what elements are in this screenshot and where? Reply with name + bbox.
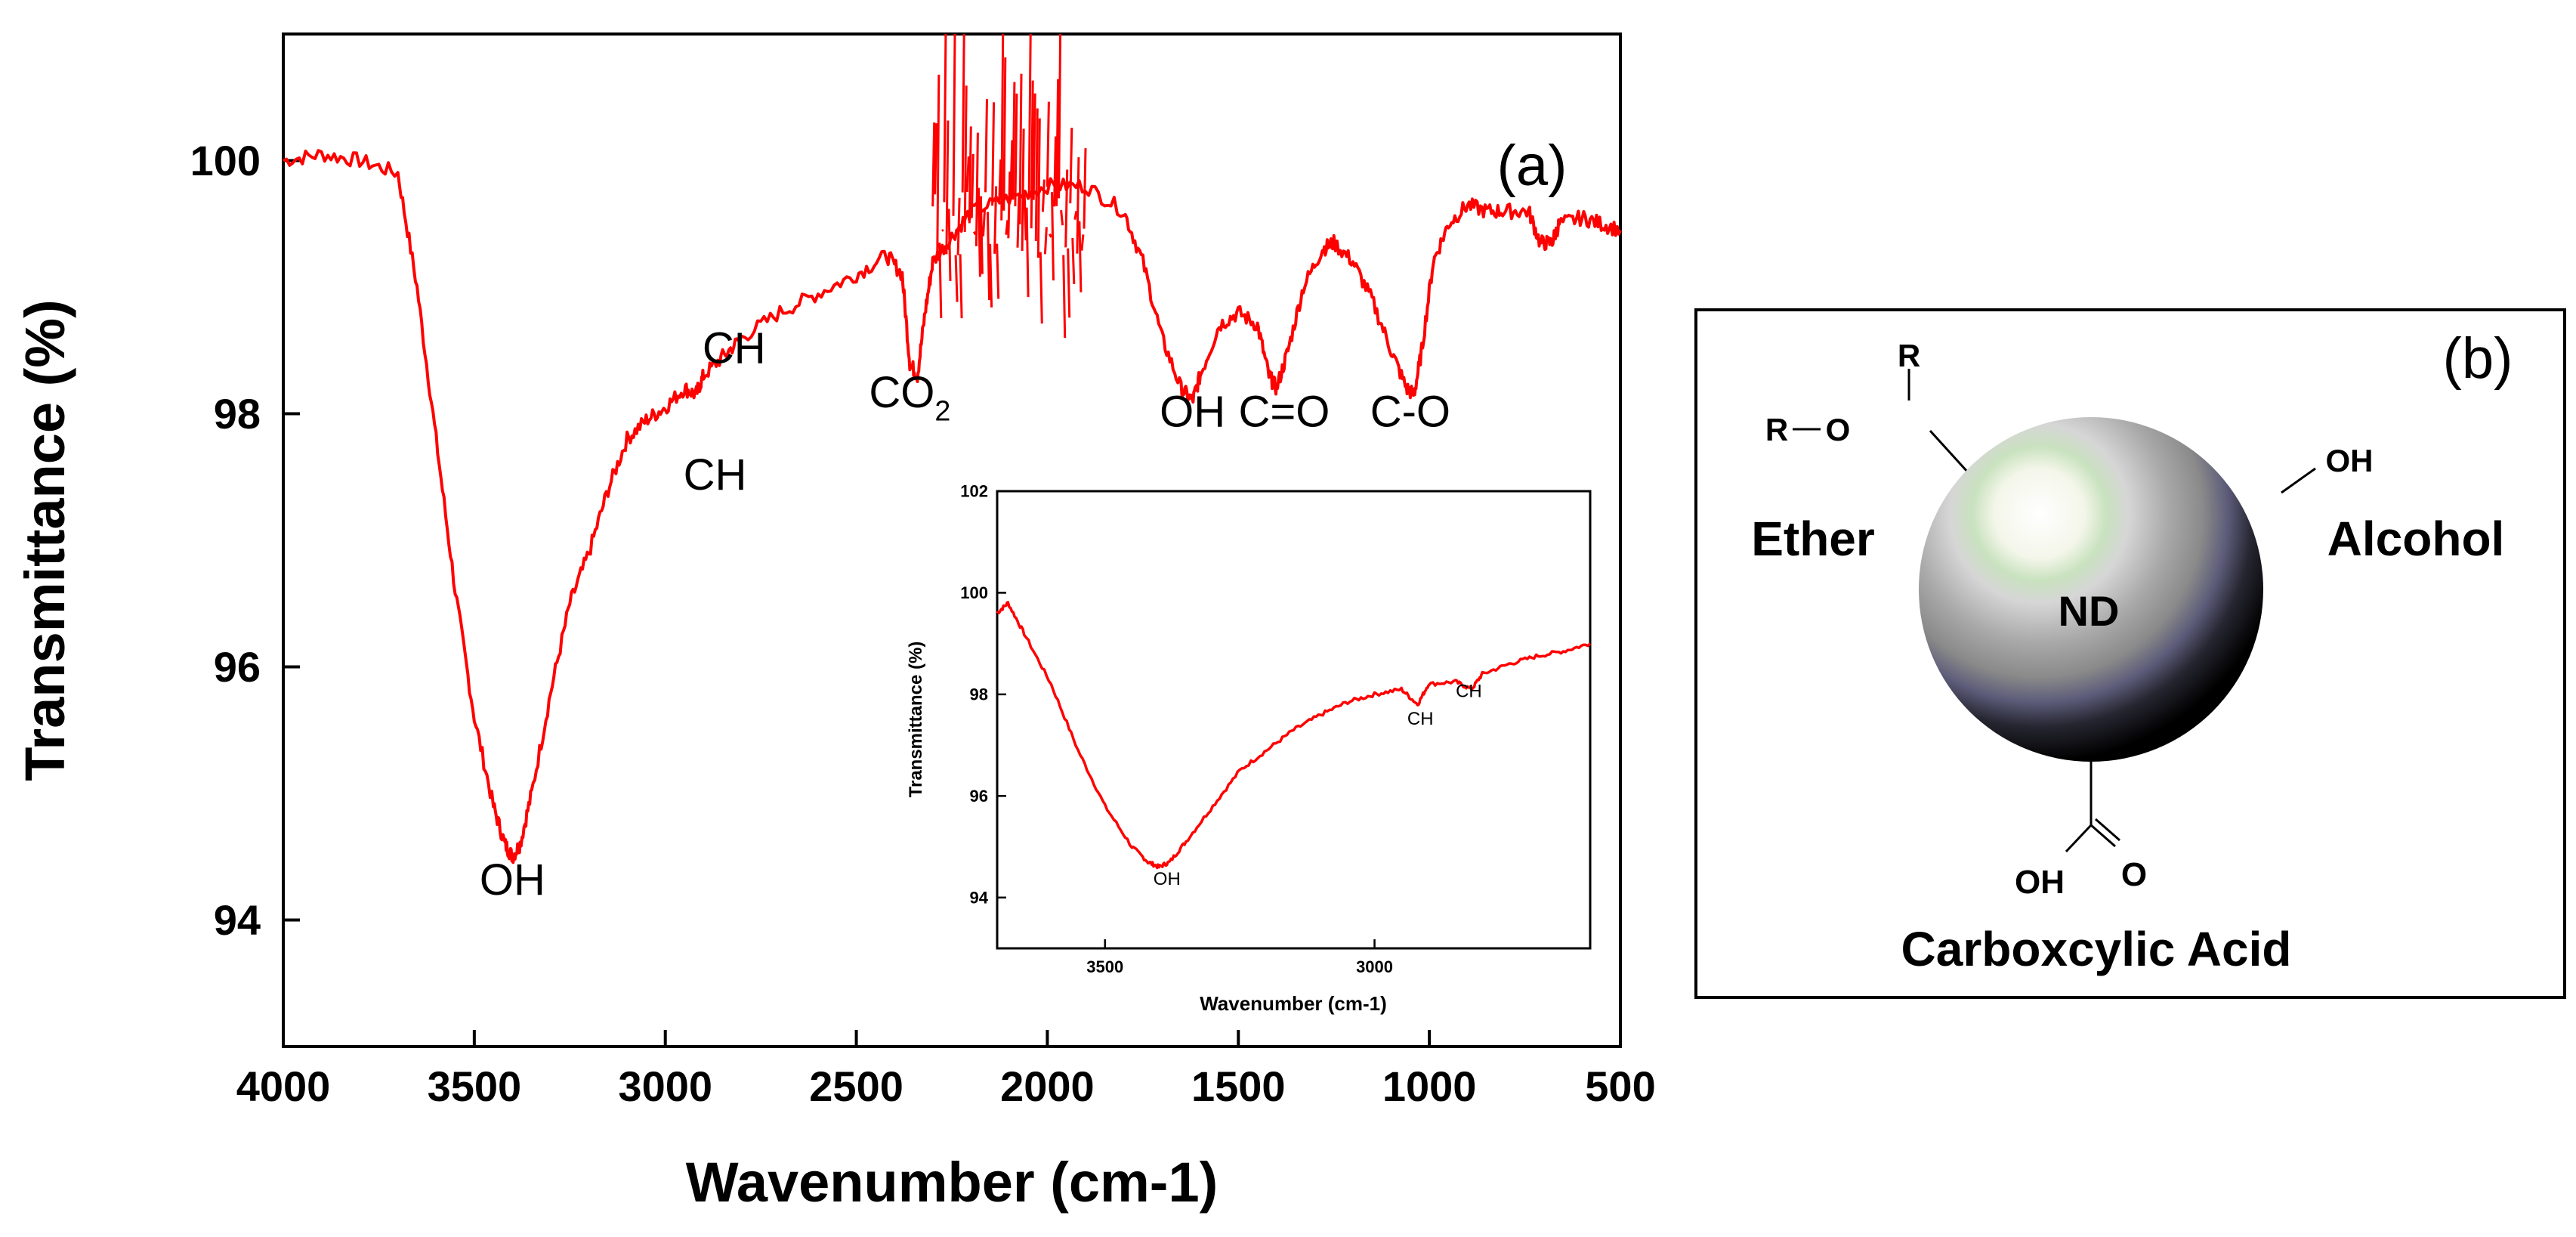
inset-tick-labels: 3500 3000 94 96 98 100 102 — [960, 482, 1393, 976]
annotation-c-o-6: C-O — [1370, 387, 1450, 436]
y-axis-label: Transmittance (%) — [14, 299, 76, 781]
alcohol-oh: OH — [2326, 443, 2374, 478]
y-tick-label-2: 98 — [214, 390, 261, 438]
y-tick-label-3: 100 — [190, 137, 261, 184]
y-tick-label-1: 96 — [214, 643, 261, 691]
inset-y-axis-label: Transmittance (%) — [906, 642, 926, 798]
inset-chart: 3500 3000 94 96 98 100 102 OH CH CH Transmittanc… — [906, 482, 1592, 1015]
ether-o: O — [1826, 412, 1851, 447]
y-tick-label-2: 98 — [970, 685, 988, 704]
y-tick-label-0: 94 — [970, 888, 989, 907]
acid-c-o-bond-1 — [2090, 824, 2116, 848]
annotation-c-o-5: C=O — [1239, 387, 1330, 436]
tick-labels: 4000 3500 3000 2500 2000 1500 1000 500 94 96 98 100 — [190, 137, 1656, 1110]
x-tick-label-0: 3500 — [1086, 957, 1123, 976]
acid-oh: OH — [2015, 864, 2065, 901]
inset-ticks — [997, 490, 1376, 948]
panel-b-diagram: (b) ND R R O Ether OH Alcohol OH O Carbo… — [1694, 308, 2566, 999]
acid-c-oh-bond — [2065, 824, 2093, 853]
ether-bond — [1929, 429, 1969, 474]
y-tick-label-1: 96 — [970, 787, 988, 806]
acid-label: Carboxcylic Acid — [1901, 922, 2292, 976]
spectrum-line — [283, 149, 1622, 864]
annotation-oh-0: OH — [480, 855, 545, 905]
inset-x-axis-label: Wavenumber (cm-1) — [1200, 992, 1387, 1015]
panel-a-label: (a) — [1497, 134, 1568, 198]
x-tick-label-0: 4000 — [236, 1062, 331, 1110]
annotation-ch-1: CH — [703, 324, 766, 373]
annotation-oh-0: OH — [1154, 869, 1181, 889]
annotation-ch-2: CH — [684, 450, 747, 499]
ether-r2: R — [1765, 412, 1788, 447]
peak-annotations: OH CH CH CO2 OH C=O C-O — [480, 324, 1450, 905]
x-tick-label-5: 1500 — [1191, 1062, 1286, 1110]
alcohol-label: Alcohol — [2327, 512, 2505, 566]
panel-a-chart: 4000 3500 3000 2500 2000 1500 1000 500 94 96 98 100… — [14, 32, 1656, 1214]
inset-spectrum-line — [996, 601, 1592, 870]
alcohol-bond — [2281, 467, 2316, 494]
annotation-oh-4: OH — [1160, 387, 1225, 436]
x-tick-label-6: 1000 — [1382, 1062, 1477, 1110]
y-tick-label-3: 100 — [960, 583, 988, 602]
inset-annotations: OH CH CH — [1154, 681, 1482, 889]
y-tick-label-4: 102 — [960, 482, 988, 501]
x-tick-label-2: 3000 — [618, 1062, 712, 1110]
x-tick-label-7: 500 — [1585, 1062, 1655, 1110]
x-tick-label-1: 3500 — [428, 1062, 522, 1110]
nanodiamond-label: ND — [2059, 587, 2120, 635]
panel-b-label: (b) — [2443, 326, 2513, 391]
inset-frame — [996, 490, 1592, 950]
ether-label: Ether — [1751, 512, 1875, 566]
nanodiamond-sphere — [1919, 417, 2263, 762]
x-axis-label: Wavenumber (cm-1) — [686, 1151, 1219, 1214]
annotation-co-3: CO2 — [869, 368, 950, 426]
annotation-ch-2: CH — [1456, 681, 1482, 701]
ether-r1: R — [1898, 338, 1920, 373]
x-tick-label-3: 2500 — [809, 1062, 903, 1110]
y-tick-label-0: 94 — [214, 896, 261, 944]
annotation-ch-1: CH — [1407, 709, 1434, 729]
acid-o: O — [2121, 856, 2147, 893]
spectrum-noise — [931, 33, 1087, 339]
x-tick-label-1: 3000 — [1356, 957, 1393, 976]
x-y-ticks — [282, 159, 1622, 1047]
acid-c-o-bond-2 — [2095, 818, 2120, 842]
x-tick-label-4: 2000 — [1000, 1062, 1095, 1110]
